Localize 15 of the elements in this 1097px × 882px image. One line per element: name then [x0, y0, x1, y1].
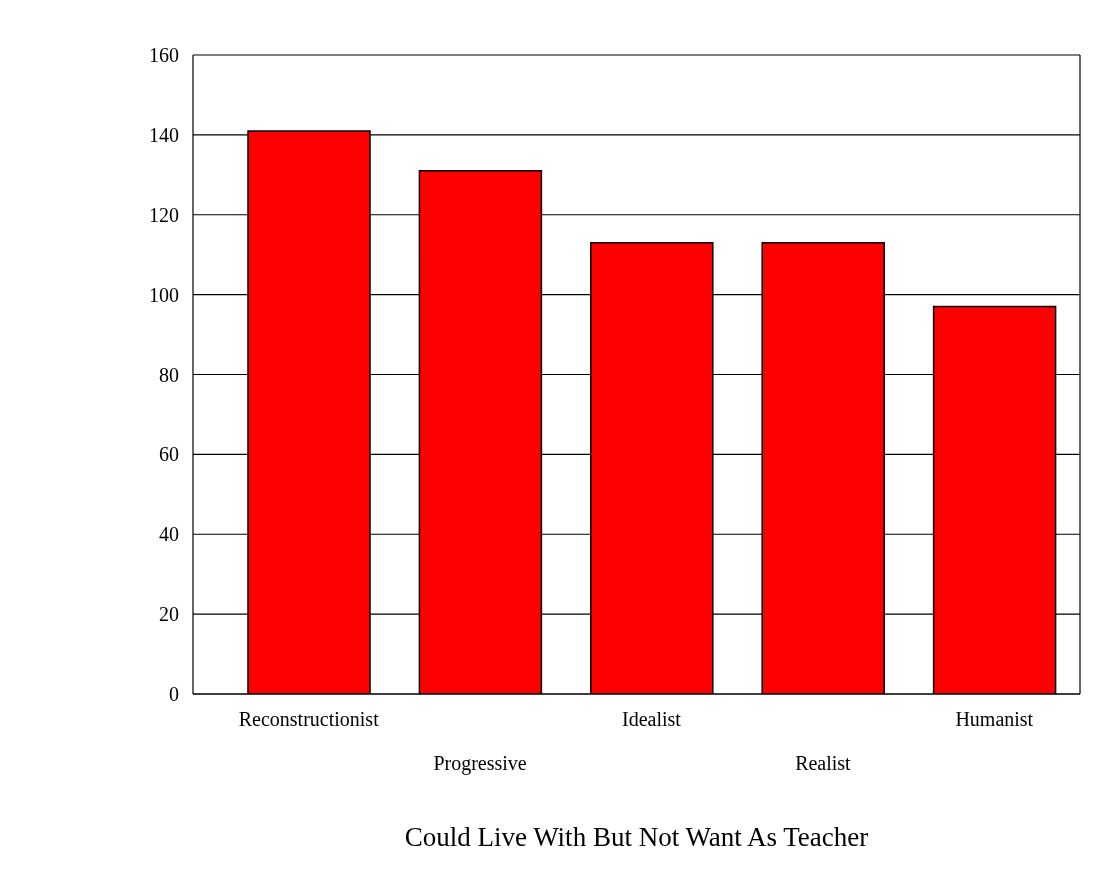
x-tick-label: Progressive	[433, 752, 527, 775]
y-tick-label: 160	[149, 44, 179, 67]
y-tick-label: 80	[159, 363, 179, 386]
y-tick-label: 140	[149, 123, 179, 146]
y-tick-label: 0	[169, 683, 179, 706]
y-tick-label: 40	[159, 523, 179, 546]
y-tick-label: 20	[159, 603, 179, 626]
y-tick-label: 120	[149, 203, 179, 226]
x-axis-title: Could Live With But Not Want As Teacher	[404, 822, 869, 852]
x-tick-label: Idealist	[622, 708, 682, 730]
y-tick-label: 60	[159, 443, 179, 466]
x-tick-label: Reconstructionist	[238, 708, 380, 730]
y-tick-label: 100	[149, 283, 179, 306]
x-tick-label: Humanist	[955, 708, 1034, 730]
x-tick-label: Realist	[795, 752, 852, 774]
